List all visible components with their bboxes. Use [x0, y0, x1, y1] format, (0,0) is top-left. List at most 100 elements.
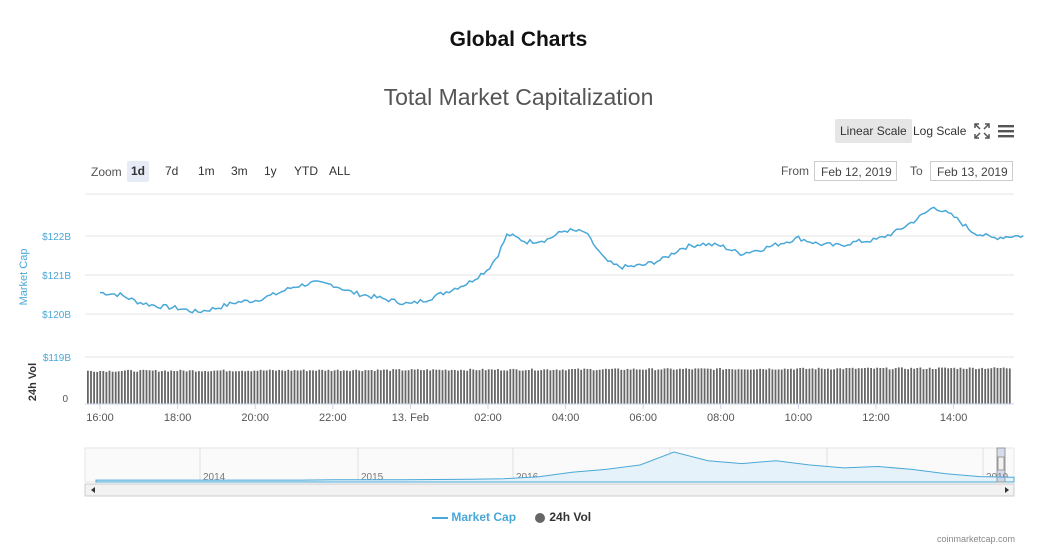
volume-bar [111, 371, 114, 404]
volume-bar [228, 370, 231, 404]
volume-bar [888, 369, 891, 404]
fullscreen-icon[interactable] [972, 121, 992, 141]
volume-bar [475, 370, 478, 404]
volume-bar [586, 369, 589, 404]
volume-bar [219, 370, 222, 404]
volume-bar [463, 370, 465, 404]
volume-bar [284, 370, 287, 404]
volume-bar [373, 371, 376, 404]
volume-bar [555, 369, 558, 404]
legend-market-cap[interactable]: Market Cap [432, 510, 516, 524]
zoom-all-button[interactable]: ALL [329, 164, 351, 178]
volume-bar [981, 367, 983, 404]
volume-bar [688, 368, 691, 404]
volume-bar [99, 371, 102, 404]
volume-bar [950, 368, 953, 404]
log-scale-button[interactable]: Log Scale [913, 124, 967, 138]
volume-bar [996, 367, 999, 404]
volume-bar [398, 369, 401, 404]
scroll-right-arrow-icon[interactable] [1005, 487, 1009, 493]
volume-bar [811, 368, 814, 404]
volume-bar [913, 368, 916, 404]
menu-icon[interactable] [996, 121, 1016, 141]
volume-bar [130, 370, 132, 404]
volume-bar [654, 370, 657, 404]
volume-bar [117, 371, 120, 404]
zoom-ytd-button[interactable]: YTD [294, 164, 318, 178]
volume-bar [231, 371, 234, 404]
volume-bar [392, 369, 395, 404]
volume-bar [632, 368, 635, 404]
zoom-1m-button[interactable]: 1m [198, 164, 215, 178]
volume-bar [518, 370, 521, 404]
volume-bar [808, 368, 811, 404]
zoom-1y-button[interactable]: 1y [264, 164, 277, 178]
volume-bar [882, 368, 885, 404]
volume-bar [521, 370, 524, 404]
navigator-handle[interactable] [997, 456, 1005, 471]
to-date-input[interactable]: Feb 13, 2019 [930, 161, 1013, 181]
volume-bar [444, 369, 447, 404]
zoom-3m-button[interactable]: 3m [231, 164, 248, 178]
volume-bar [956, 369, 959, 404]
zoom-1d-button[interactable]: 1d [127, 161, 150, 182]
volume-bar [1008, 368, 1011, 404]
volume-bar [823, 369, 826, 404]
volume-bar [851, 367, 854, 404]
volume-bar [124, 370, 126, 404]
volume-bar [466, 370, 469, 404]
zoom-7d-button[interactable]: 7d [165, 164, 179, 178]
scroll-left-arrow-icon[interactable] [91, 487, 95, 493]
volume-bar [833, 369, 835, 404]
volume-bar [339, 371, 342, 404]
navigator[interactable]: 201420152016201720182019 [0, 440, 1037, 500]
volume-bar [749, 369, 752, 404]
volume-zero-tick: 0 [62, 394, 68, 405]
navigator-scrollbar[interactable] [84, 483, 1015, 497]
x-tick-label: 10:00 [785, 412, 813, 424]
volume-bar [423, 370, 425, 404]
volume-bar [904, 368, 906, 404]
volume-bar [638, 369, 641, 404]
volume-bar [413, 369, 416, 404]
volume-bar [916, 368, 919, 404]
volume-bar [420, 370, 422, 404]
volume-bar [817, 367, 820, 404]
volume-bar [1002, 367, 1005, 404]
volume-bar [753, 369, 755, 404]
volume-bar [706, 368, 709, 404]
volume-bar [941, 367, 943, 404]
linear-scale-button[interactable]: Linear Scale [835, 119, 912, 143]
volume-bar [568, 369, 570, 404]
volume-bar [564, 370, 567, 404]
volume-bar [947, 368, 950, 404]
volume-bar [731, 369, 734, 404]
volume-bar [984, 368, 987, 404]
volume-bar [179, 369, 182, 404]
volume-bar [626, 368, 629, 404]
volume-bar [315, 370, 317, 404]
volume-bar [447, 370, 450, 404]
volume-bar [534, 370, 536, 404]
volume-bar [207, 371, 210, 404]
volume-legend-icon [535, 512, 545, 523]
legend-volume[interactable]: 24h Vol [534, 510, 591, 524]
volume-bar [901, 367, 903, 404]
volume-bar [990, 368, 993, 404]
from-date-input[interactable]: Feb 12, 2019 [814, 161, 897, 181]
legend-volume-label: 24h Vol [549, 510, 592, 524]
volume-bar [999, 368, 1002, 404]
volume-bar [469, 368, 472, 404]
volume-bar [503, 370, 506, 404]
volume-bar [857, 368, 860, 404]
volume-bar [614, 368, 617, 404]
credit-link[interactable]: coinmarketcap.com [936, 534, 1015, 544]
volume-bar [971, 367, 974, 404]
volume-bar [416, 369, 419, 404]
volume-bar [910, 367, 913, 404]
volume-bar [592, 370, 595, 404]
volume-bar [907, 369, 909, 404]
volume-bar [549, 370, 552, 404]
volume-bar [743, 369, 746, 404]
volume-bar [839, 368, 842, 404]
